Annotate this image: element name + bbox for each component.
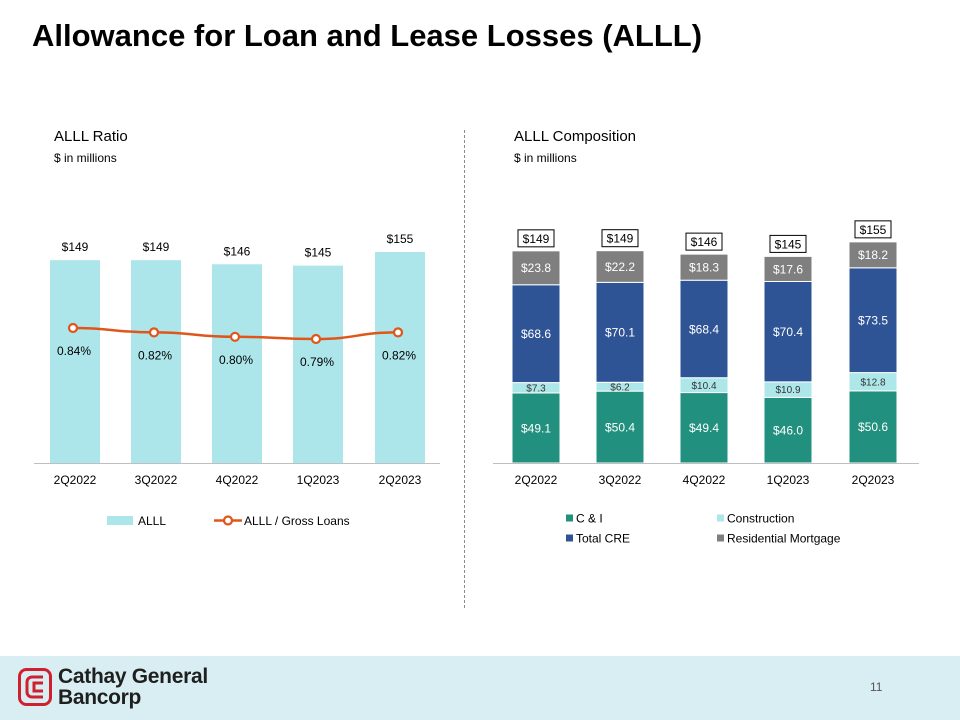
- x-tick-label: 2Q2023: [379, 473, 422, 487]
- residential-segment: [595, 250, 645, 283]
- total-label: $146: [691, 235, 718, 249]
- right-chart-title: ALLL Composition: [514, 128, 637, 145]
- ratio-label: 0.82%: [382, 348, 416, 362]
- ratio-point: [67, 322, 79, 334]
- legend-total-cre-label: Total CRE: [576, 532, 630, 546]
- alll-composition-chart: $49.1 $7.3 $68.6 $23.8 $149 2Q2022 $50.4 $6.2 $7…: [493, 220, 919, 546]
- company-logo-text: Cathay General Bancorp: [58, 666, 208, 708]
- residential-label: $18.3: [689, 260, 719, 274]
- alll-bar-label: $149: [143, 240, 170, 254]
- alll-bar: [293, 265, 343, 463]
- total-cre-segment: [511, 284, 561, 384]
- alll-bar: [375, 252, 425, 463]
- alll-bar: [50, 260, 100, 463]
- legend-alll-swatch: [107, 516, 133, 525]
- ci-label: $46.0: [773, 424, 803, 438]
- construction-label: $12.8: [860, 377, 885, 388]
- x-tick-label: 2Q2022: [515, 473, 558, 487]
- residential-segment: [679, 253, 729, 281]
- residential-segment: [511, 250, 561, 286]
- total-cre-label: $70.4: [773, 325, 803, 339]
- alll-bar: [212, 264, 262, 463]
- total-label: $149: [607, 232, 634, 246]
- total-label: $155: [860, 223, 887, 237]
- construction-label: $7.3: [526, 383, 546, 394]
- legend-ratio-marker: [222, 515, 234, 526]
- total-box: [685, 232, 723, 251]
- legend-residential-label: Residential Mortgage: [727, 532, 841, 546]
- logo-line-2: Bancorp: [58, 686, 142, 709]
- residential-segment: [763, 255, 813, 282]
- alll-bar: [131, 260, 181, 463]
- x-tick-label: 3Q2022: [599, 473, 642, 487]
- total-box: [854, 220, 892, 239]
- construction-label: $6.2: [610, 382, 630, 393]
- legend-ci-swatch: [566, 514, 573, 522]
- residential-label: $17.6: [773, 262, 803, 276]
- legend-alll-label: ALLL: [138, 514, 166, 528]
- total-box: [769, 234, 807, 253]
- residential-label: $23.8: [521, 261, 551, 275]
- ci-label: $50.4: [605, 420, 635, 434]
- legend-construction-label: Construction: [727, 512, 794, 526]
- left-chart-subtitle: $ in millions: [54, 151, 117, 165]
- x-tick-label: 2Q2023: [852, 473, 895, 487]
- residential-label: $18.2: [858, 248, 888, 262]
- total-box: [601, 229, 639, 248]
- alll-bar-label: $145: [305, 246, 332, 260]
- x-tick-label: 1Q2023: [767, 473, 810, 487]
- total-cre-segment: [595, 281, 645, 383]
- ratio-label: 0.84%: [57, 344, 91, 358]
- alll-bar-label: $146: [224, 244, 251, 258]
- footer-band: [0, 656, 960, 720]
- alll-bar-label: $155: [387, 232, 414, 246]
- legend-residential-swatch: [717, 534, 724, 542]
- ratio-point: [148, 327, 160, 338]
- ci-label: $49.4: [689, 421, 719, 435]
- total-cre-segment: [763, 280, 813, 383]
- x-tick-label: 3Q2022: [135, 473, 178, 487]
- residential-segment: [848, 241, 898, 269]
- x-tick-label: 2Q2022: [54, 473, 97, 487]
- total-label: $149: [523, 232, 550, 246]
- x-tick-label: 4Q2022: [216, 473, 259, 487]
- ratio-label: 0.79%: [300, 355, 334, 369]
- right-chart-subtitle: $ in millions: [514, 151, 577, 165]
- logo-line-1: Cathay General: [58, 665, 208, 688]
- construction-label: $10.4: [691, 381, 716, 392]
- total-label: $145: [775, 237, 802, 251]
- alll-ratio-chart: $149 2Q2022 $149 3Q2022 $146 4Q2022 $145 1Q2023…: [34, 232, 440, 528]
- cathay-logo-icon: [18, 668, 52, 706]
- legend-total-cre-swatch: [566, 534, 573, 542]
- total-cre-label: $73.5: [858, 314, 888, 328]
- panel-divider: [464, 130, 465, 608]
- ratio-point: [310, 333, 322, 345]
- x-tick-label: 4Q2022: [683, 473, 726, 487]
- ratio-point: [392, 327, 404, 338]
- total-box: [517, 229, 555, 248]
- construction-label: $10.9: [775, 385, 800, 396]
- legend-ci-label: C & I: [576, 512, 603, 526]
- total-cre-label: $70.1: [605, 326, 635, 340]
- total-cre-label: $68.4: [689, 322, 719, 336]
- legend-ratio-label: ALLL / Gross Loans: [244, 514, 350, 528]
- ratio-point: [229, 331, 241, 342]
- ratio-label: 0.82%: [138, 348, 172, 362]
- alll-bar-label: $149: [62, 240, 89, 254]
- total-cre-label: $68.6: [521, 327, 551, 341]
- ratio-label: 0.80%: [219, 353, 253, 367]
- page-number: 11: [870, 680, 883, 694]
- ci-label: $49.1: [521, 421, 551, 435]
- legend-construction-swatch: [717, 514, 724, 522]
- total-cre-segment: [679, 279, 729, 379]
- left-chart-title: ALLL Ratio: [54, 128, 128, 145]
- x-tick-label: 1Q2023: [297, 473, 340, 487]
- page-title: Allowance for Loan and Lease Losses (ALL…: [32, 18, 703, 53]
- ci-label: $50.6: [858, 420, 888, 434]
- residential-label: $22.2: [605, 260, 635, 274]
